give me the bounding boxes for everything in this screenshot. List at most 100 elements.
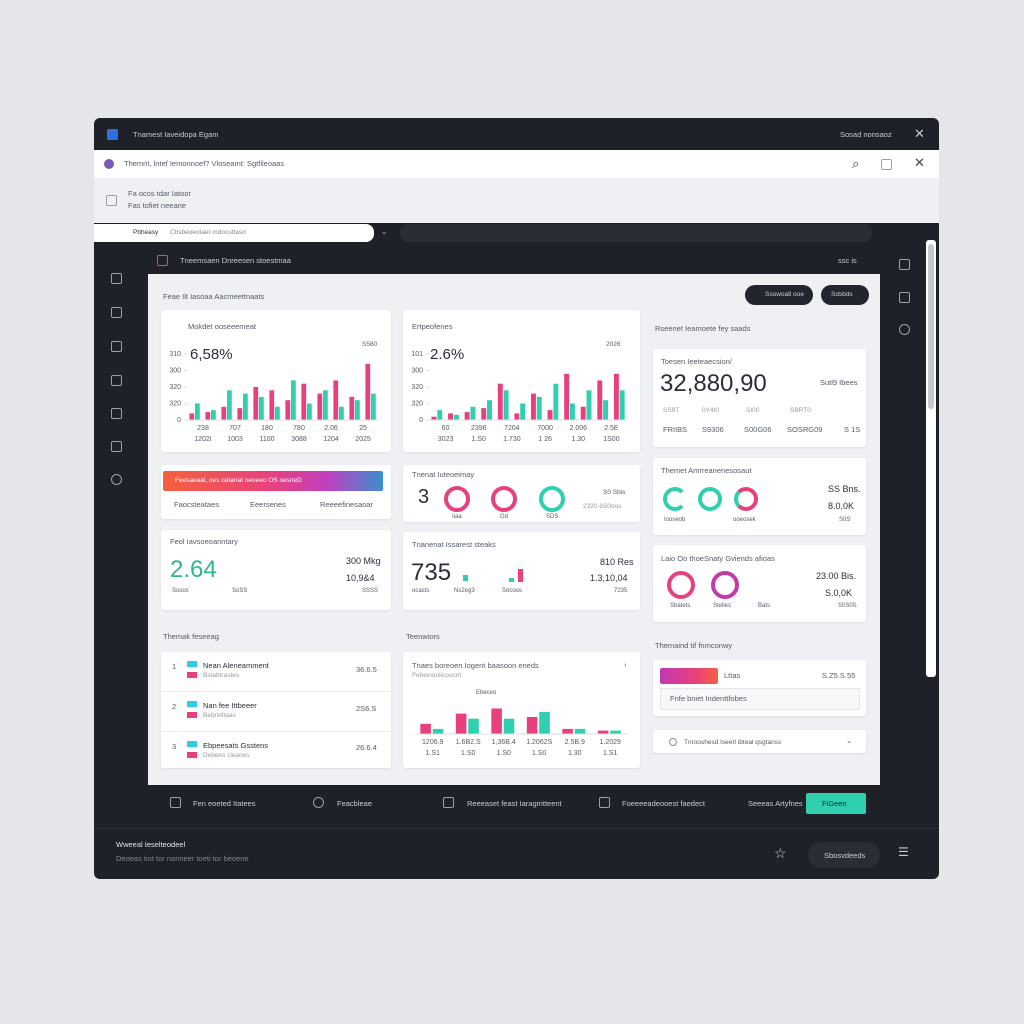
swatch xyxy=(187,752,197,758)
ring-label: ooeosek xyxy=(733,517,756,523)
bottom-icon xyxy=(170,797,181,808)
text-input[interactable] xyxy=(660,688,860,710)
tab[interactable]: Faocsteataes xyxy=(174,500,220,509)
close[interactable]: ✕ xyxy=(914,126,925,141)
bar xyxy=(448,413,454,420)
summary-side: Sutl9 Ibees xyxy=(820,378,858,387)
bar xyxy=(569,403,575,420)
stat: S9306 xyxy=(702,425,724,434)
chart-headline: 6,58% xyxy=(190,346,233,363)
chart-more[interactable]: › xyxy=(624,660,627,669)
card-label: SSSS xyxy=(362,588,379,594)
side-icon[interactable] xyxy=(899,259,910,270)
x-tick-label: 60 xyxy=(442,425,450,432)
nav-icon[interactable] xyxy=(111,341,122,352)
scrollbar[interactable] xyxy=(926,240,936,677)
scroll-thumb[interactable] xyxy=(928,244,934,409)
footer-button[interactable] xyxy=(808,842,880,868)
stat: SOSRG09 xyxy=(787,425,823,434)
section-title: Themak feseeag xyxy=(163,632,219,641)
bar xyxy=(355,400,360,420)
nav-icon[interactable] xyxy=(111,307,122,318)
bar xyxy=(536,396,542,420)
bottom-item[interactable]: Foeeeeadeooest faedect xyxy=(622,799,705,808)
bar xyxy=(464,412,470,420)
close-tab[interactable]: ✕ xyxy=(914,155,925,170)
toolbar-button[interactable] xyxy=(745,285,813,305)
nav-icon[interactable] xyxy=(111,273,122,284)
bottom-item[interactable]: Feacbleae xyxy=(337,799,373,808)
x-tick-label: 1,36B.4 xyxy=(492,739,516,746)
side-icon[interactable] xyxy=(899,292,910,303)
x-sublabel: 1.S0 xyxy=(497,750,512,757)
box-icon[interactable] xyxy=(881,159,892,170)
ring xyxy=(444,486,470,512)
y-tick-label: 300 xyxy=(411,367,423,374)
nav-icon[interactable] xyxy=(111,408,122,419)
x-tick-label: 25 xyxy=(359,425,367,432)
bar xyxy=(371,393,376,420)
bar-chart: 0 320 320 300 101 60 3023 2396 1.S0 7204 1.730 7000… xyxy=(411,351,628,443)
stat: SBRT0 xyxy=(790,407,811,414)
card-label: SoSS xyxy=(232,588,248,594)
side-icon[interactable] xyxy=(899,324,910,335)
ring xyxy=(711,571,739,599)
list-value: 2S6.S xyxy=(356,704,377,713)
bar xyxy=(301,383,307,420)
tab[interactable]: Reeeefinesaoar xyxy=(320,500,373,509)
bottom-item[interactable]: Reeeaset feast Iaragmtteent xyxy=(467,799,562,808)
bar xyxy=(291,380,296,420)
bottom-icon xyxy=(313,797,324,808)
input-placeholder: Fnfe bniet Indenttfobes xyxy=(670,694,747,703)
x-sublabel: 1 26 xyxy=(538,436,552,443)
y-tick-label: 320 xyxy=(411,384,423,391)
section-title: Rseenet Ieamoete fey saads xyxy=(655,324,751,333)
dropdown[interactable]: ⌄ xyxy=(381,227,388,236)
y-tick-label: 320 xyxy=(169,384,181,391)
card-side: 300 Mkg xyxy=(346,556,381,566)
toolbar-button[interactable] xyxy=(821,285,869,305)
select[interactable] xyxy=(653,730,866,753)
bottom-item[interactable]: Fen eoeted Itatees xyxy=(193,799,256,808)
ring-label: Sbatets xyxy=(670,603,691,609)
summary-title: Toesen Ieeteaecsion/ xyxy=(661,357,732,366)
x-tick-label: 1.2029 xyxy=(600,739,622,746)
list-name: Nean Aleneamment xyxy=(203,661,269,670)
x-sublabel: 1204 xyxy=(323,436,339,443)
card-label: ocasts xyxy=(412,588,430,594)
ring xyxy=(698,487,722,511)
card-label: Socoos xyxy=(502,588,523,594)
primary-button[interactable] xyxy=(806,793,866,814)
card-title: Laio Oo thoeSnaty Gviends afioas xyxy=(661,554,775,563)
search-icon[interactable]: ⌕ xyxy=(852,156,860,171)
y-tick-label: 310 xyxy=(169,351,181,358)
tab[interactable]: Eeersenes xyxy=(250,500,286,509)
select-arrow: ⌄ xyxy=(846,736,853,745)
card-value: 735 xyxy=(411,559,452,586)
bar xyxy=(437,410,443,420)
header-search[interactable]: ssc is xyxy=(838,256,857,265)
x-sublabel: 1003 xyxy=(227,436,243,443)
card-side: 810 Res xyxy=(600,557,634,567)
chart-annotation: Ebeceo xyxy=(476,690,497,696)
address-field[interactable] xyxy=(94,224,374,242)
bar xyxy=(333,380,339,420)
bottom-link[interactable]: Seeeas Artyfnes xyxy=(748,799,803,808)
card-title: Tnanenat Issarest steaks xyxy=(412,540,496,549)
nav-icon[interactable] xyxy=(111,441,122,452)
chart-card xyxy=(161,310,391,452)
stat: SI00 xyxy=(746,407,760,414)
nav-icon[interactable] xyxy=(111,375,122,386)
ring-label: Bats xyxy=(758,603,771,609)
star-icon[interactable]: ☆ xyxy=(774,845,787,861)
swatch xyxy=(187,701,197,707)
ring xyxy=(663,487,687,511)
list-card xyxy=(161,652,391,768)
ring xyxy=(491,486,517,512)
bar xyxy=(491,708,502,734)
menu-icon[interactable]: ☰ xyxy=(898,845,909,859)
ring-label: S0S0S xyxy=(838,603,857,609)
nav-icon[interactable] xyxy=(111,474,122,485)
x-tick-label: 2.5B.9 xyxy=(565,739,585,746)
card-title: Feol Iavsoeoanntary xyxy=(170,537,238,546)
